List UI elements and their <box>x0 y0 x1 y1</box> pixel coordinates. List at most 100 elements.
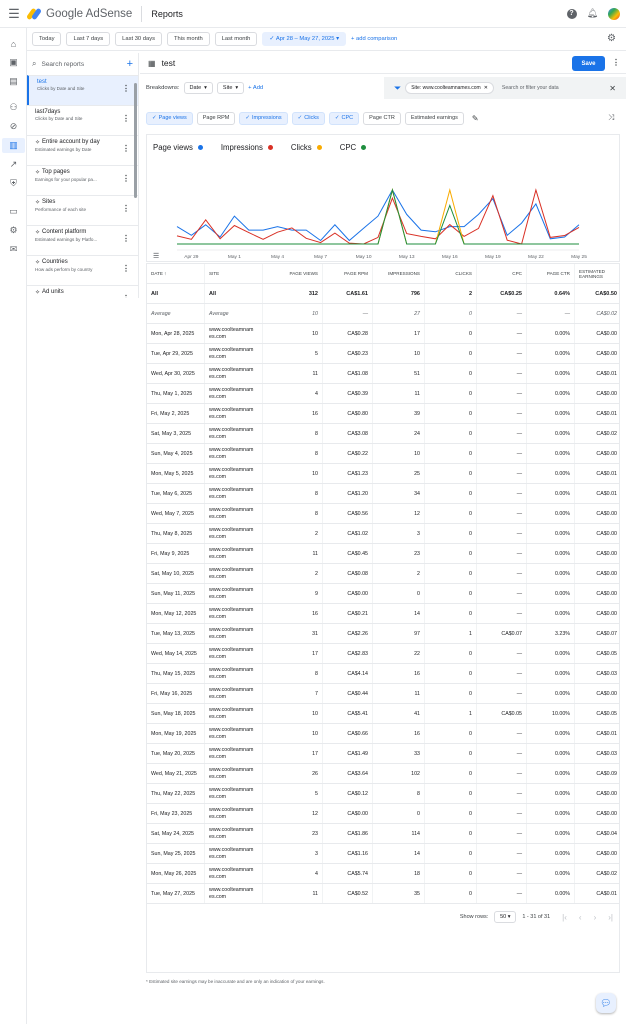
search-input[interactable]: Search reports <box>41 60 85 68</box>
metric-chip-page-views[interactable]: ✓ Page views <box>146 111 193 125</box>
filter-search-input[interactable]: Search or filter your data <box>501 85 559 91</box>
report-list-item[interactable]: ✧ Content platform Estimated earnings by P… <box>27 225 138 255</box>
metric-chip-impressions[interactable]: ✓ Impressions <box>239 111 288 125</box>
table-row[interactable]: Tue, May 20, 2025 www.coolteamnam es.com 1… <box>147 744 619 764</box>
metric-chip-estimated-earnings[interactable]: Estimated earnings <box>404 111 464 125</box>
table-row[interactable]: Wed, May 14, 2025 www.coolteamnam es.com 1… <box>147 644 619 664</box>
table-row[interactable]: Sun, May 18, 2025 www.coolteamnam es.com 1… <box>147 704 619 724</box>
table-row[interactable]: Fri, May 2, 2025 www.coolteamnam es.com 16… <box>147 404 619 424</box>
payments-icon[interactable]: ▭ <box>9 206 18 216</box>
close-icon[interactable]: ✕ <box>483 85 488 91</box>
preset-last-7-days[interactable]: Last 7 days <box>66 32 111 46</box>
metric-chip-page-rpm[interactable]: Page RPM <box>196 111 236 125</box>
filter-icon[interactable]: ⏷ <box>394 82 402 93</box>
table-row[interactable]: Tue, May 27, 2025 www.coolteamnam es.com 1… <box>147 884 619 904</box>
table-row[interactable]: Fri, May 23, 2025 www.coolteamnam es.com 1… <box>147 804 619 824</box>
more-options-icon[interactable]: ⋮ <box>122 174 130 183</box>
hide-chart-icon[interactable]: ⤨ <box>608 113 615 122</box>
table-row[interactable]: Wed, Apr 30, 2025 www.coolteamnam es.com 1… <box>147 364 619 384</box>
preset-this-month[interactable]: This month <box>167 32 210 46</box>
help-icon[interactable]: ? <box>566 8 577 19</box>
table-row[interactable]: Sun, May 25, 2025 www.coolteamnam es.com 3… <box>147 844 619 864</box>
sidebar-scrollbar[interactable] <box>134 83 137 198</box>
chart-legend-toggle-icon[interactable]: ☰ <box>153 252 159 260</box>
table-row[interactable]: Tue, May 13, 2025 www.coolteamnam es.com 3… <box>147 624 619 644</box>
table-row[interactable]: Wed, May 21, 2025 www.coolteamnam es.com 2… <box>147 764 619 784</box>
table-total-row[interactable]: All All 312 CA$1.61 796 2 CA$0.25 0.64% CA$0.50 <box>147 284 619 304</box>
table-average-row[interactable]: Average Average 10—27 0— — CA$0.02 <box>147 304 619 324</box>
privacy-icon[interactable]: ⚇ <box>9 102 18 112</box>
home-icon[interactable]: ⌂ <box>10 38 17 49</box>
settings-icon[interactable]: ⚙ <box>9 225 18 235</box>
trending-icon[interactable]: ↗ <box>9 159 18 169</box>
report-list-item[interactable]: ✧ Entire account by day Estimated earnings… <box>27 135 138 165</box>
block-icon[interactable]: ⊘ <box>9 121 18 131</box>
more-options-icon[interactable]: ⋮ <box>122 234 130 243</box>
avatar[interactable] <box>608 7 620 20</box>
sites-icon[interactable]: ▤ <box>9 76 18 86</box>
feedback-icon[interactable]: ✉ <box>9 244 18 254</box>
search-reports[interactable]: ⌕ Search reports + <box>27 53 138 75</box>
report-list-item[interactable]: ✧ Top pages Earnings for your popular pa..… <box>27 165 138 195</box>
policy-icon[interactable]: ⛨ <box>10 178 17 188</box>
edit-metrics-icon[interactable]: ✎ <box>471 113 479 123</box>
date-range-picker[interactable]: ✓ Apr 28 – May 27, 2025 ▾ <box>262 32 347 46</box>
table-row[interactable]: Tue, May 6, 2025 www.coolteamnam es.com 8 C… <box>147 484 619 504</box>
breakdown-site[interactable]: Site ▾ <box>216 82 245 94</box>
table-row[interactable]: Thu, May 22, 2025 www.coolteamnam es.com 5… <box>147 784 619 804</box>
reports-icon[interactable]: ▥ <box>2 138 25 153</box>
preset-last-30-days[interactable]: Last 30 days <box>115 32 162 46</box>
add-comparison-link[interactable]: + add comparison <box>351 36 398 42</box>
table-row[interactable]: Wed, May 7, 2025 www.coolteamnam es.com 8 C… <box>147 504 619 524</box>
more-options-icon[interactable]: ⋮ <box>122 114 130 123</box>
report-list-item[interactable]: ✧ Countries How ads perform by country ⋮ <box>27 255 138 285</box>
add-breakdown-button[interactable]: + Add <box>248 85 264 91</box>
table-row[interactable]: Thu, May 1, 2025 www.coolteamnam es.com 4 C… <box>147 384 619 404</box>
more-options-icon[interactable]: ⋮ <box>122 264 130 273</box>
add-report-icon[interactable]: + <box>126 58 133 70</box>
table-row[interactable]: Thu, May 15, 2025 www.coolteamnam es.com 8… <box>147 664 619 684</box>
more-options-icon[interactable]: ⋮ <box>122 84 130 93</box>
more-options-icon[interactable]: ⋮ <box>122 294 130 298</box>
ads-icon[interactable]: ▣ <box>9 57 18 67</box>
more-options-icon[interactable]: ⋮ <box>122 144 130 153</box>
table-row[interactable]: Mon, May 5, 2025 www.coolteamnam es.com 10… <box>147 464 619 484</box>
report-list-item[interactable]: last7days Clicks by Date and Site ⋮ <box>27 105 138 135</box>
table-row[interactable]: Fri, May 16, 2025 www.coolteamnam es.com 7… <box>147 684 619 704</box>
table-row[interactable]: Sun, May 4, 2025 www.coolteamnam es.com 8 C… <box>147 444 619 464</box>
table-row[interactable]: Mon, May 12, 2025 www.coolteamnam es.com 1… <box>147 604 619 624</box>
adsense-logo[interactable]: Google AdSense <box>26 7 132 20</box>
table-header-row[interactable]: Date ↑ Site Page views Page RPM Impressions C… <box>147 264 619 284</box>
metric-chip-cpc[interactable]: ✓ CPC <box>328 111 360 125</box>
metric-chip-page-ctr[interactable]: Page CTR <box>363 111 401 125</box>
next-page-icon[interactable]: › <box>593 912 597 922</box>
first-page-icon[interactable]: |‹ <box>562 912 567 922</box>
preset-last-month[interactable]: Last month <box>214 32 258 46</box>
table-row[interactable]: Tue, Apr 29, 2025 www.coolteamnam es.com 5… <box>147 344 619 364</box>
report-list-item[interactable]: test Clicks by Date and Site ⋮ <box>27 75 138 105</box>
last-page-icon[interactable]: ›| <box>608 912 613 922</box>
bell-icon[interactable]: 🔔︎ <box>586 8 598 18</box>
close-filter-icon[interactable]: ✕ <box>609 83 616 93</box>
more-options-icon[interactable]: ⋮ <box>122 204 130 213</box>
table-row[interactable]: Sat, May 10, 2025 www.coolteamnam es.com 2… <box>147 564 619 584</box>
site-filter-chip[interactable]: Site: www.coolteamnames.com ✕ <box>405 82 494 94</box>
table-row[interactable]: Thu, May 8, 2025 www.coolteamnam es.com 2 C… <box>147 524 619 544</box>
gear-icon[interactable]: ⚙ <box>607 33 616 44</box>
preset-today[interactable]: Today <box>32 32 62 46</box>
report-list-item[interactable]: ✧ Sites Performance of each site ⋮ <box>27 195 138 225</box>
prev-page-icon[interactable]: ‹ <box>578 912 582 922</box>
report-list-item[interactable]: ✧Ad units ⋮ <box>27 285 138 298</box>
table-row[interactable]: Sat, May 3, 2025 www.coolteamnam es.com 8 C… <box>147 424 619 444</box>
table-row[interactable]: Sat, May 24, 2025 www.coolteamnam es.com 2… <box>147 824 619 844</box>
table-row[interactable]: Mon, Apr 28, 2025 www.coolteamnam es.com 1… <box>147 324 619 344</box>
report-title[interactable]: test <box>161 58 176 68</box>
rows-per-page-select[interactable]: 50 ▾ <box>494 911 517 923</box>
table-row[interactable]: Sun, May 11, 2025 www.coolteamnam es.com 9… <box>147 584 619 604</box>
feedback-button[interactable]: 💬︎ <box>596 993 616 1013</box>
menu-icon[interactable]: ☰ <box>8 5 20 21</box>
save-button[interactable]: Save <box>572 56 605 71</box>
table-row[interactable]: Fri, May 9, 2025 www.coolteamnam es.com 11… <box>147 544 619 564</box>
more-options-icon[interactable]: ⋮ <box>612 58 620 67</box>
breakdown-date[interactable]: Date ▾ <box>183 82 213 94</box>
